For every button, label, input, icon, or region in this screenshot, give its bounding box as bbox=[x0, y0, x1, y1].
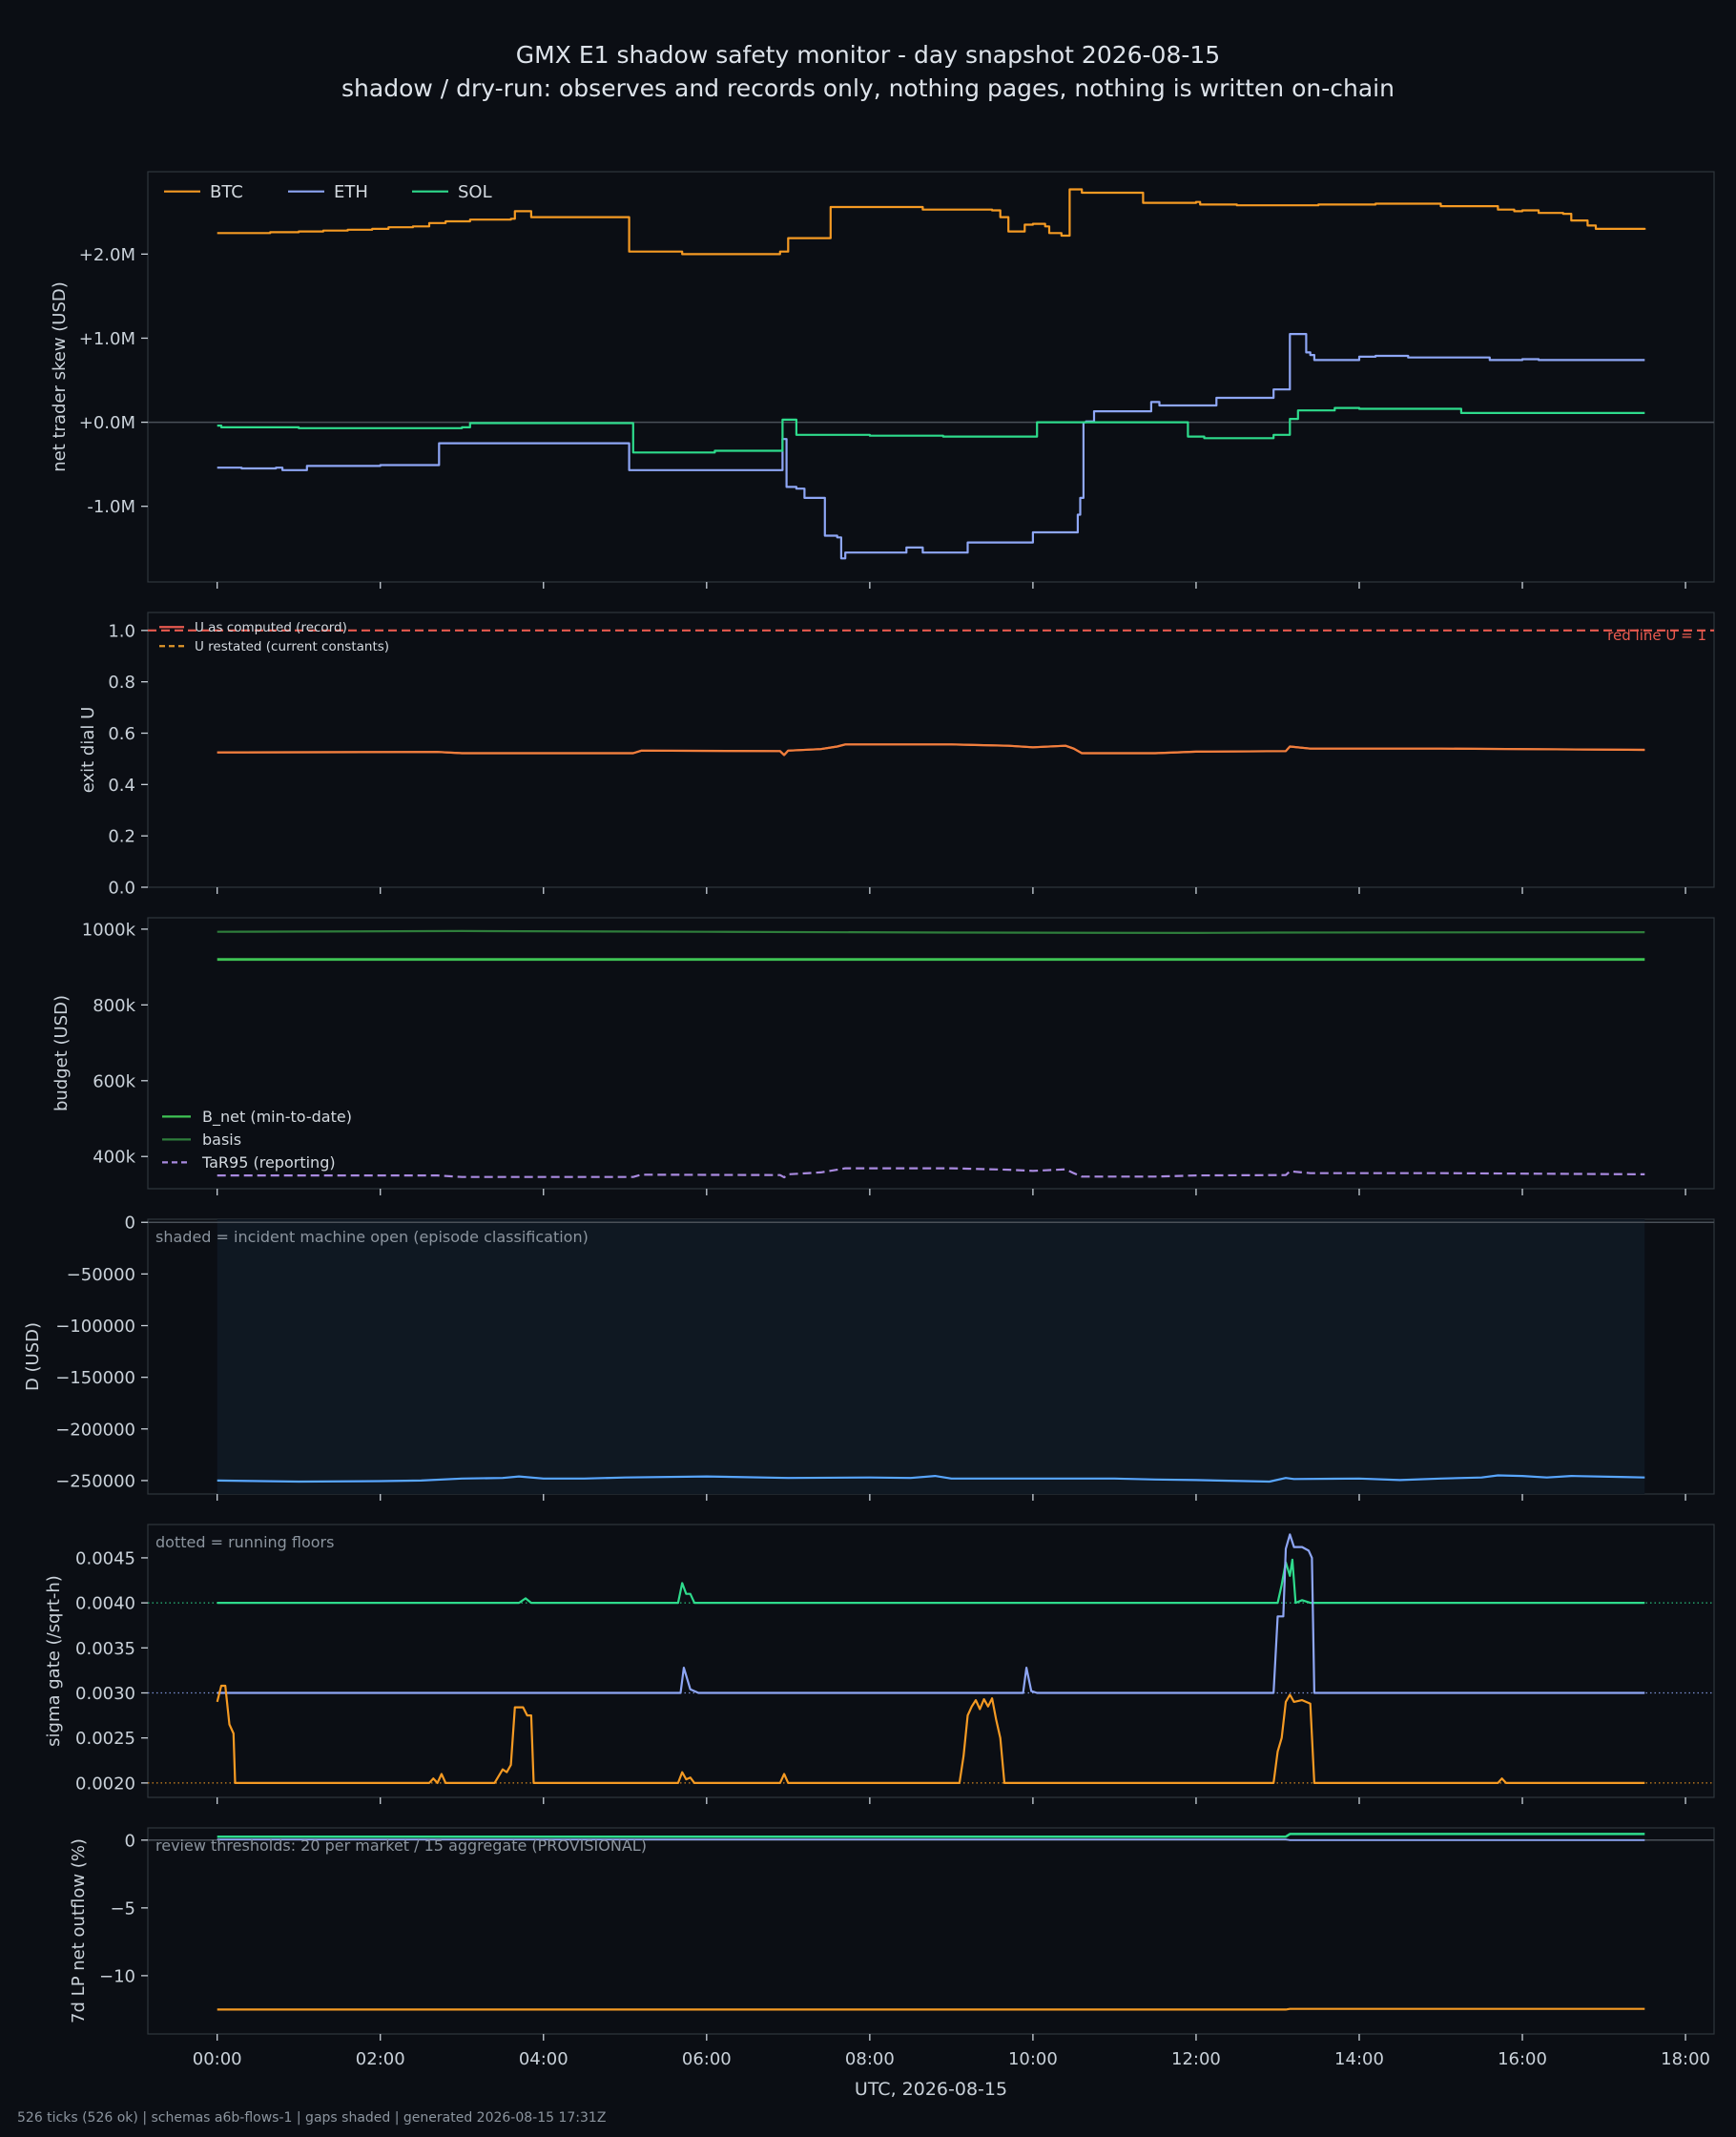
panel-lp-outflow: 0 −5 −10 7d LP net outflow (%) review thresh… bbox=[69, 1827, 1715, 2100]
y-tick-label: 0.8 bbox=[108, 673, 135, 693]
plot-area bbox=[217, 929, 1645, 1179]
legend-label: U as computed (record) bbox=[195, 620, 347, 635]
y-tick-label: 0 bbox=[125, 1214, 135, 1234]
figure-title: GMX E1 shadow safety monitor - day snaps… bbox=[515, 41, 1221, 69]
y-tick-label: +1.0M bbox=[79, 329, 135, 349]
x-tick-label: 02:00 bbox=[356, 2049, 405, 2069]
y-axis-label: exit dial U bbox=[78, 707, 98, 794]
y-tick-label: 0.6 bbox=[108, 724, 135, 744]
y-tick-label: −10 bbox=[99, 1966, 135, 1986]
y-tick-label: 0.0020 bbox=[75, 1774, 135, 1794]
series-skew-eth bbox=[217, 333, 1645, 560]
panel-annotation: dotted = running floors bbox=[155, 1533, 334, 1551]
y-tick-label: −100000 bbox=[55, 1317, 135, 1337]
series-exit-dial-u-restated-current-constants- bbox=[217, 743, 1645, 757]
y-axis-label: sigma gate (/sqrt-h) bbox=[44, 1575, 64, 1747]
y-axis-label: 7d LP net outflow (%) bbox=[69, 1838, 89, 2023]
y-tick-label: 0.0025 bbox=[75, 1729, 135, 1749]
y-tick-label: +0.0M bbox=[79, 413, 135, 433]
y-tick-label: −50000 bbox=[67, 1265, 135, 1285]
series-budget-tar95-reporting- bbox=[217, 1167, 1645, 1179]
x-tick-label: 08:00 bbox=[845, 2049, 895, 2069]
y-tick-label: 1.0 bbox=[108, 621, 135, 641]
y-tick-label: 800k bbox=[93, 996, 135, 1016]
panel-frame bbox=[147, 1827, 1715, 2035]
legend-label: SOL bbox=[458, 182, 492, 202]
y-tick-label: 0 bbox=[125, 1831, 135, 1851]
series-lp-outflow-eth bbox=[217, 1838, 1645, 1841]
footer-status: 526 ticks (526 ok) | schemas a6b-flows-1… bbox=[17, 2110, 607, 2126]
panel-frame bbox=[147, 1524, 1715, 1798]
legend: B_net (min-to-date) basis TaR95 (reporting… bbox=[162, 1108, 352, 1172]
y-tick-label: 0.0035 bbox=[75, 1639, 135, 1659]
panel-frame bbox=[147, 612, 1715, 888]
y-tick-label: 1000k bbox=[82, 920, 136, 940]
series-sigma-sol bbox=[217, 1558, 1645, 1605]
y-tick-label: −200000 bbox=[55, 1420, 135, 1440]
x-tick-label: 04:00 bbox=[519, 2049, 568, 2069]
legend-label: B_net (min-to-date) bbox=[202, 1108, 352, 1127]
y-axis-label: budget (USD) bbox=[52, 995, 72, 1111]
y-tick-label: 0.0040 bbox=[75, 1594, 135, 1614]
panel-drawdown: 0 −50000 −100000 −150000 −200000 −250000 D (US… bbox=[23, 1214, 1715, 1501]
plot-area bbox=[148, 188, 1714, 560]
x-tick-label: 12:00 bbox=[1171, 2049, 1221, 2069]
x-tick-label: 16:00 bbox=[1498, 2049, 1547, 2069]
y-tick-label: 0.0 bbox=[108, 879, 135, 899]
incident-shade bbox=[217, 1219, 1645, 1494]
y-tick-label: 0.2 bbox=[108, 827, 135, 847]
series-lp-outflow-sol bbox=[217, 1833, 1645, 1838]
series-skew-btc bbox=[217, 188, 1646, 256]
y-axis-label: net trader skew (USD) bbox=[50, 281, 70, 472]
panel-frame bbox=[147, 917, 1715, 1190]
y-tick-label: −5 bbox=[110, 1898, 135, 1919]
y-tick-label: −150000 bbox=[55, 1368, 135, 1388]
y-tick-label: +2.0M bbox=[79, 245, 135, 265]
y-tick-label: 0.4 bbox=[108, 776, 135, 796]
series-drawdown-d bbox=[217, 1474, 1645, 1483]
legend-label: BTC bbox=[210, 182, 243, 202]
legend-label: basis bbox=[202, 1131, 241, 1149]
series-sigma-btc bbox=[216, 1684, 1645, 1784]
series-exit-dial-u-as-computed-record- bbox=[217, 743, 1645, 757]
legend: U as computed (record) U restated (curren… bbox=[159, 620, 389, 654]
series-lp-outflow-btc bbox=[217, 2007, 1645, 2011]
x-tick-label: 10:00 bbox=[1008, 2049, 1058, 2069]
y-tick-label: -1.0M bbox=[87, 497, 135, 517]
figure-subtitle: shadow / dry-run: observes and records o… bbox=[341, 74, 1395, 102]
y-axis-label: D (USD) bbox=[23, 1322, 43, 1391]
plot-area bbox=[148, 1533, 1714, 1784]
plot-area bbox=[148, 1219, 1714, 1494]
panel-exit-dial: 0.0 0.2 0.4 0.6 0.8 1.0 exit dial U red line U … bbox=[78, 612, 1715, 899]
legend-label: U restated (current constants) bbox=[195, 639, 389, 654]
legend: BTC ETH SOL bbox=[164, 182, 492, 202]
series-budget-basis bbox=[217, 929, 1645, 934]
series-sigma-eth bbox=[217, 1533, 1645, 1694]
panel-frame bbox=[147, 171, 1715, 583]
x-tick-label: 06:00 bbox=[682, 2049, 732, 2069]
series-skew-sol bbox=[217, 406, 1645, 454]
plot-area bbox=[148, 629, 1714, 757]
panel-annotation: review thresholds: 20 per market / 15 ag… bbox=[155, 1836, 647, 1855]
figure-titles: GMX E1 shadow safety monitor - day snaps… bbox=[0, 38, 1736, 105]
x-tick-label: 00:00 bbox=[193, 2049, 242, 2069]
panel-sigma: 0.0020 0.0025 0.0030 0.0035 0.0040 0.0045 sigm… bbox=[44, 1524, 1715, 1804]
legend-label: ETH bbox=[334, 182, 368, 202]
red-line-label: red line U = 1 bbox=[1607, 627, 1706, 644]
y-tick-label: 400k bbox=[93, 1148, 135, 1168]
x-tick-label: 18:00 bbox=[1661, 2049, 1710, 2069]
y-tick-label: 0.0030 bbox=[75, 1684, 135, 1704]
panel-budget: 400k 600k 800k 1000k budget (USD) B_net (min-… bbox=[52, 917, 1715, 1195]
panel-skew: -1.0M +0.0M +1.0M +2.0M net trader skew (USD… bbox=[50, 171, 1715, 589]
x-tick-label: 14:00 bbox=[1334, 2049, 1384, 2069]
panel-annotation: shaded = incident machine open (episode … bbox=[155, 1228, 589, 1246]
y-tick-label: −250000 bbox=[55, 1471, 135, 1491]
y-tick-label: 600k bbox=[93, 1071, 135, 1091]
plot-area bbox=[148, 1833, 1714, 2011]
y-tick-label: 0.0045 bbox=[75, 1548, 135, 1568]
legend-label: TaR95 (reporting) bbox=[201, 1153, 336, 1172]
x-axis-label: UTC, 2026-08-15 bbox=[855, 2079, 1007, 2100]
